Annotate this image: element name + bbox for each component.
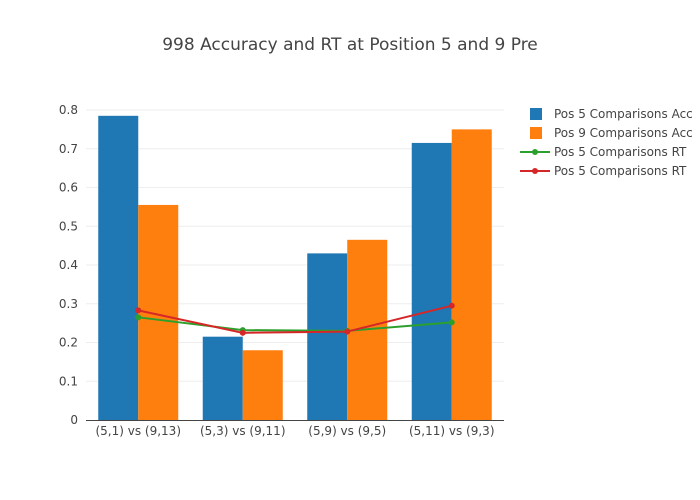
rt-point bbox=[448, 302, 455, 309]
legend-item[interactable]: Pos 5 Comparisons RT bbox=[520, 145, 687, 159]
legend-label: Pos 5 Comparisons RT bbox=[554, 145, 687, 159]
x-tick-label: (5,1) vs (9,13) bbox=[95, 424, 181, 438]
legend-swatch-marker bbox=[532, 168, 538, 174]
legend-swatch bbox=[530, 108, 542, 120]
chart-title: 998 Accuracy and RT at Position 5 and 9 … bbox=[162, 35, 538, 55]
bar-pos5-acc bbox=[411, 142, 452, 420]
rt-lines bbox=[135, 302, 455, 336]
rt-point bbox=[344, 328, 351, 335]
y-tick-label: 0.7 bbox=[59, 142, 78, 156]
bars bbox=[98, 115, 492, 420]
y-tick-label: 0.5 bbox=[59, 219, 78, 233]
x-tick-label: (5,11) vs (9,3) bbox=[409, 424, 495, 438]
rt-point bbox=[135, 307, 142, 314]
bar-pos5-acc bbox=[202, 336, 243, 420]
legend[interactable]: Pos 5 Comparisons Acc Pos 9 Comparisons A… bbox=[520, 107, 693, 178]
legend-item[interactable]: Pos 5 Comparisons RT bbox=[520, 164, 687, 178]
legend-label: Pos 5 Comparisons Acc bbox=[554, 107, 693, 121]
y-tick-label: 0.8 bbox=[59, 103, 78, 117]
rt-line bbox=[138, 304, 452, 334]
y-tick-label: 0.4 bbox=[59, 258, 78, 272]
legend-item[interactable]: Pos 9 Comparisons Acc bbox=[530, 126, 693, 140]
axes: 0 0.1 0.2 0.3 0.4 0.5 0.6 0.7 0.8 (5,1) vs (9,13)… bbox=[59, 103, 504, 438]
rt-point bbox=[448, 319, 455, 326]
bar-pos9-acc bbox=[451, 129, 492, 420]
bar-pos5-acc bbox=[307, 253, 348, 420]
x-tick-label: (5,9) vs (9,5) bbox=[308, 424, 386, 438]
bar-pos5-acc bbox=[98, 115, 139, 420]
legend-label: Pos 9 Comparisons Acc bbox=[554, 126, 693, 140]
rt-point bbox=[135, 314, 142, 321]
legend-swatch bbox=[530, 127, 542, 139]
rt-point bbox=[239, 329, 246, 336]
bar-pos9-acc bbox=[242, 350, 283, 420]
legend-label: Pos 5 Comparisons RT bbox=[554, 164, 687, 178]
x-tick-label: (5,3) vs (9,11) bbox=[200, 424, 286, 438]
legend-swatch-marker bbox=[532, 149, 538, 155]
y-tick-label: 0.1 bbox=[59, 374, 78, 388]
y-tick-label: 0.6 bbox=[59, 181, 78, 195]
legend-item[interactable]: Pos 5 Comparisons Acc bbox=[530, 107, 693, 121]
rt-line bbox=[138, 316, 452, 332]
y-tick-label: 0 bbox=[70, 413, 78, 427]
y-tick-label: 0.3 bbox=[59, 297, 78, 311]
y-tick-label: 0.2 bbox=[59, 336, 78, 350]
